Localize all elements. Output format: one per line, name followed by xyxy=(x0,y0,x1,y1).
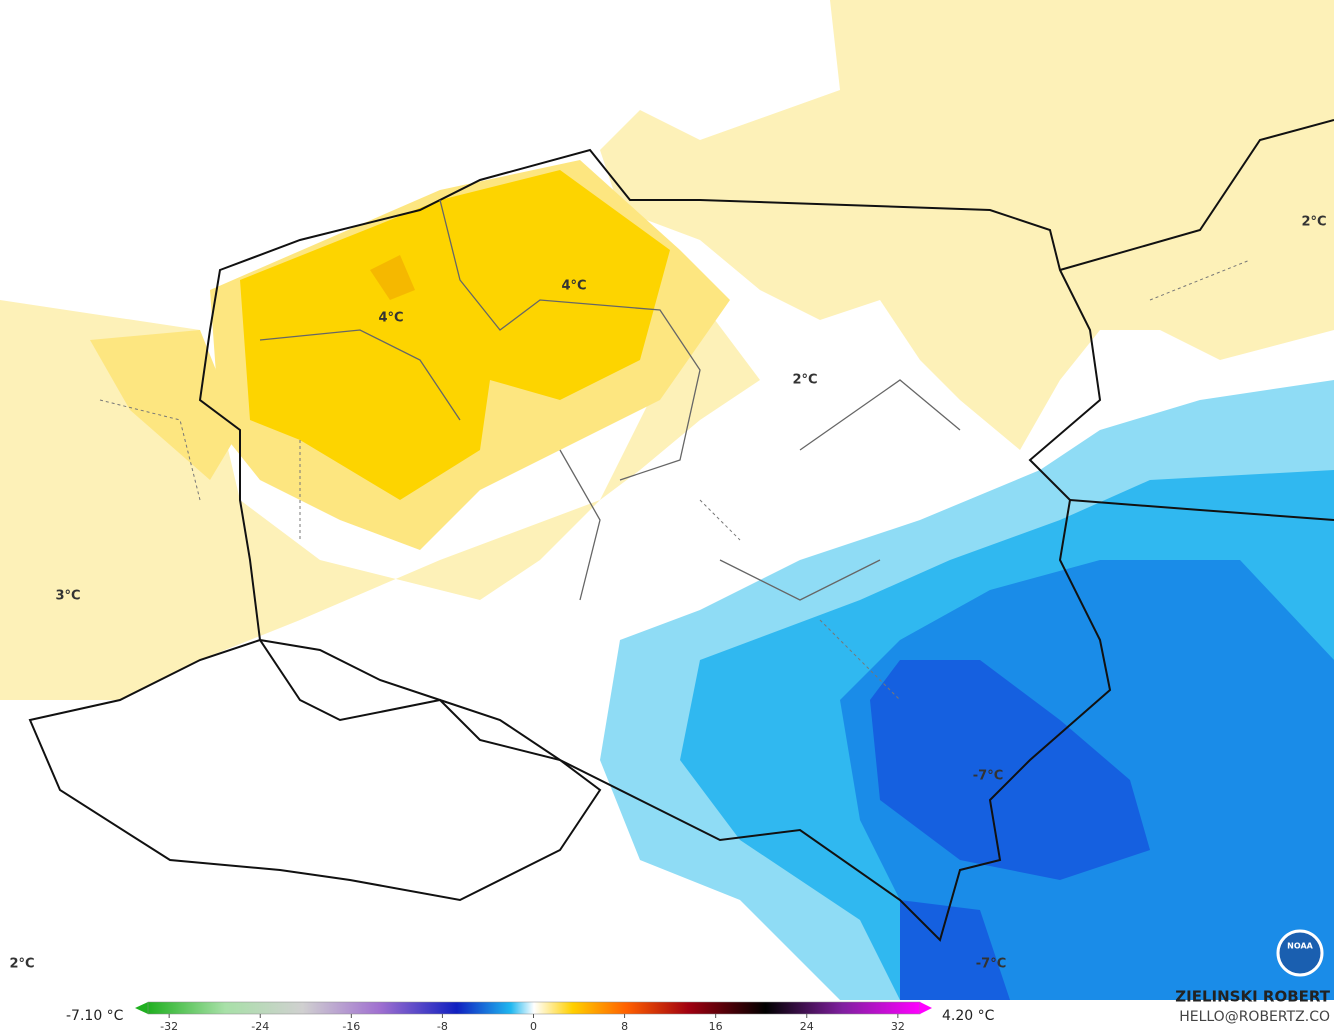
warm-area xyxy=(0,0,1334,450)
legend-min: -7.10 °C xyxy=(66,1008,124,1024)
colorbar-tick-label: -8 xyxy=(437,1020,448,1033)
logo xyxy=(1276,929,1324,977)
map-label: 2°C xyxy=(9,957,34,972)
cold-core xyxy=(900,900,1010,1000)
warm-core xyxy=(370,255,415,300)
cold-core xyxy=(870,660,1150,880)
colorbar-tick-label: 24 xyxy=(800,1020,814,1033)
logo-text: NOAA xyxy=(1287,942,1313,951)
credit-contact: HELLO@ROBERTZ.CO xyxy=(1179,1009,1330,1025)
warm-area-2 xyxy=(90,330,240,480)
legend-max: 4.20 °C xyxy=(942,1008,995,1024)
colorbar-end xyxy=(135,1002,148,1014)
colorbar-tick-label: 32 xyxy=(891,1020,905,1033)
colorbar-tick-label: 0 xyxy=(530,1020,537,1033)
map xyxy=(0,0,1334,1000)
colorbar-tick-label: -32 xyxy=(160,1020,178,1033)
colorbar xyxy=(147,1001,921,1015)
colorbar-tick-label: -24 xyxy=(251,1020,269,1033)
map-label: 4°C xyxy=(561,279,586,294)
country-border xyxy=(1059,119,1334,521)
warm-area-3 xyxy=(240,170,670,500)
contour xyxy=(99,259,1251,701)
map-label: 3°C xyxy=(55,589,80,604)
map-label: -7°C xyxy=(973,769,1003,784)
map-label: 2°C xyxy=(1301,215,1326,230)
colorbar-end xyxy=(920,1002,932,1014)
admin-border xyxy=(259,199,961,601)
map-label: -7°C xyxy=(976,957,1006,972)
colorbar-tick-label: -16 xyxy=(342,1020,360,1033)
colorbar-tick-label: 16 xyxy=(709,1020,723,1033)
map-label: 4°C xyxy=(378,311,403,326)
country-border xyxy=(28,638,602,902)
country-border xyxy=(198,148,1112,942)
map-label: 2°C xyxy=(792,373,817,388)
colorbar-tick-label: 8 xyxy=(621,1020,628,1033)
credit-name: ZIELINSKI ROBERT xyxy=(1175,988,1330,1006)
